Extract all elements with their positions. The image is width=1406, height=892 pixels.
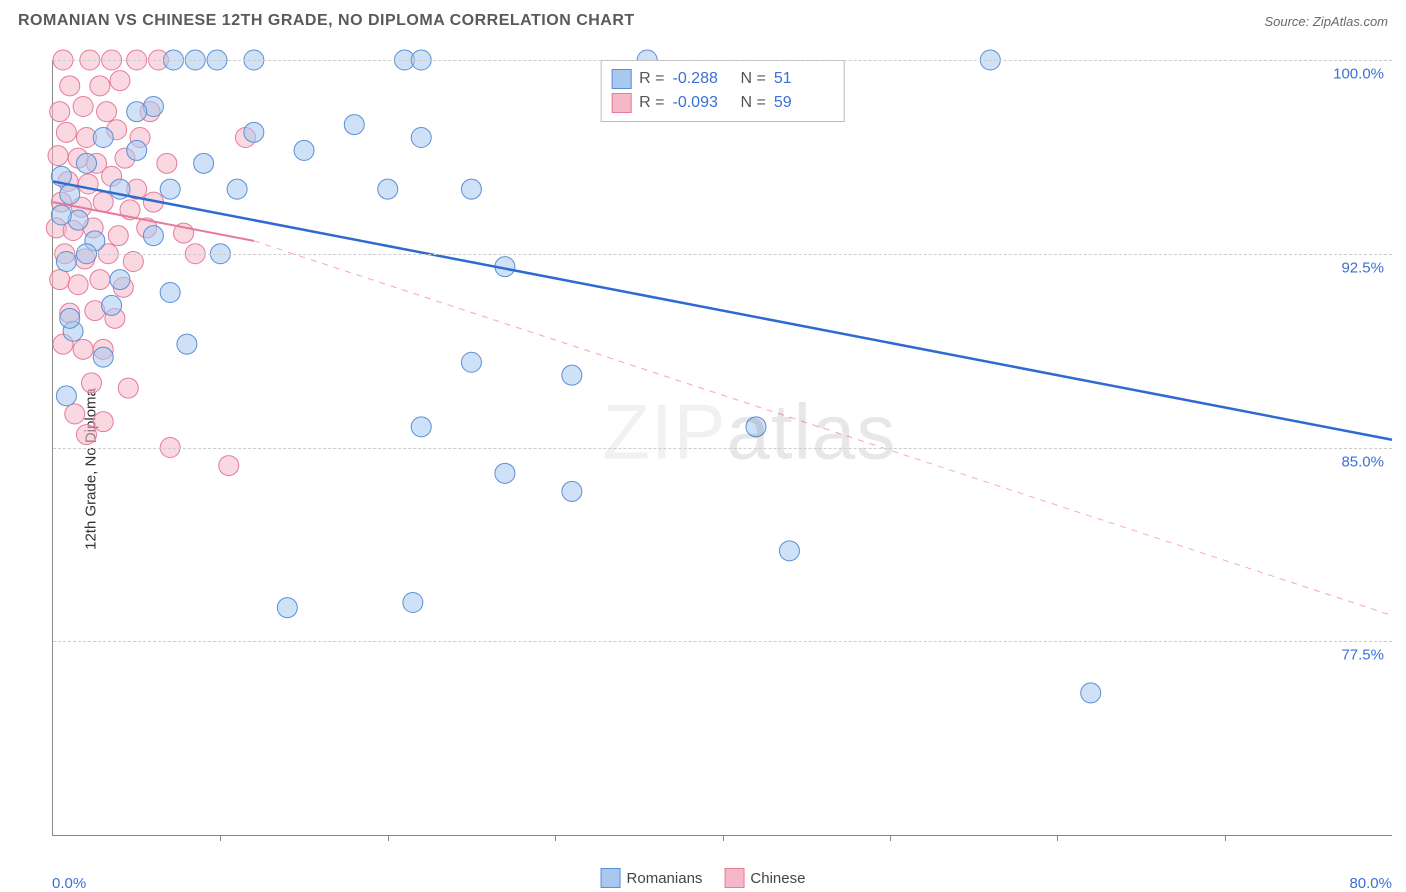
- scatter-point: [60, 184, 80, 204]
- n-value-chinese: 59: [774, 94, 834, 112]
- scatter-point: [160, 283, 180, 303]
- x-tick: [388, 835, 389, 841]
- chart-header: ROMANIAN VS CHINESE 12TH GRADE, NO DIPLO…: [0, 0, 1406, 46]
- scatter-point: [68, 275, 88, 295]
- chart-title: ROMANIAN VS CHINESE 12TH GRADE, NO DIPLO…: [18, 12, 635, 29]
- scatter-point: [160, 179, 180, 199]
- n-label: N =: [741, 70, 766, 88]
- scatter-point: [56, 386, 76, 406]
- gridline-h: [53, 254, 1392, 255]
- scatter-point: [461, 352, 481, 372]
- scatter-point: [411, 128, 431, 148]
- legend-label-romanians: Romanians: [627, 870, 703, 887]
- scatter-point: [73, 339, 93, 359]
- plot-region: ZIPatlas R = -0.288 N = 51 R = -0.093 N …: [52, 60, 1392, 836]
- scatter-point: [93, 128, 113, 148]
- legend-item-romanians: Romanians: [601, 868, 703, 888]
- scatter-point: [50, 102, 70, 122]
- scatter-point: [51, 205, 71, 225]
- y-tick-label: 100.0%: [1333, 66, 1384, 83]
- legend-swatch-chinese: [724, 868, 744, 888]
- x-tick: [220, 835, 221, 841]
- x-axis-min-label: 0.0%: [52, 875, 86, 892]
- scatter-point: [562, 481, 582, 501]
- scatter-point: [76, 153, 96, 173]
- legend-item-chinese: Chinese: [724, 868, 805, 888]
- r-label: R =: [639, 70, 664, 88]
- scatter-point: [244, 122, 264, 142]
- gridline-h: [53, 641, 1392, 642]
- swatch-chinese: [611, 93, 631, 113]
- scatter-point: [93, 412, 113, 432]
- x-axis-max-label: 80.0%: [1349, 875, 1392, 892]
- scatter-point: [108, 226, 128, 246]
- scatter-point: [127, 140, 147, 160]
- scatter-point: [73, 97, 93, 117]
- legend-label-chinese: Chinese: [750, 870, 805, 887]
- scatter-point: [48, 146, 68, 166]
- scatter-point: [60, 308, 80, 328]
- scatter-point: [157, 153, 177, 173]
- scatter-point: [60, 76, 80, 96]
- scatter-point: [81, 373, 101, 393]
- swatch-romanians: [611, 69, 631, 89]
- legend-row-chinese: R = -0.093 N = 59: [611, 91, 834, 115]
- y-tick-label: 92.5%: [1341, 259, 1384, 276]
- x-tick: [890, 835, 891, 841]
- y-tick-label: 85.0%: [1341, 453, 1384, 470]
- r-value-chinese: -0.093: [673, 94, 733, 112]
- correlation-legend: R = -0.288 N = 51 R = -0.093 N = 59: [600, 60, 845, 122]
- trendline-romanians: [53, 181, 1392, 439]
- scatter-point: [90, 270, 110, 290]
- scatter-point: [118, 378, 138, 398]
- gridline-h: [53, 60, 1392, 61]
- x-tick: [723, 835, 724, 841]
- n-label: N =: [741, 94, 766, 112]
- scatter-point: [93, 192, 113, 212]
- x-tick: [1057, 835, 1058, 841]
- scatter-point: [495, 463, 515, 483]
- chart-area: 12th Grade, No Diploma ZIPatlas R = -0.2…: [0, 46, 1406, 892]
- r-label: R =: [639, 94, 664, 112]
- gridline-h: [53, 448, 1392, 449]
- legend-swatch-romanians: [601, 868, 621, 888]
- scatter-point: [56, 122, 76, 142]
- y-tick-label: 77.5%: [1341, 647, 1384, 664]
- scatter-point: [110, 270, 130, 290]
- x-tick: [555, 835, 556, 841]
- scatter-point: [194, 153, 214, 173]
- scatter-point: [411, 417, 431, 437]
- scatter-point: [1081, 683, 1101, 703]
- scatter-point: [461, 179, 481, 199]
- scatter-point: [97, 102, 117, 122]
- series-legend: Romanians Chinese: [601, 868, 806, 888]
- scatter-point: [76, 425, 96, 445]
- scatter-point: [344, 115, 364, 135]
- legend-row-romanians: R = -0.288 N = 51: [611, 67, 834, 91]
- scatter-point: [93, 347, 113, 367]
- scatter-point: [746, 417, 766, 437]
- r-value-romanians: -0.288: [673, 70, 733, 88]
- scatter-point: [143, 226, 163, 246]
- scatter-point: [65, 404, 85, 424]
- scatter-point: [562, 365, 582, 385]
- n-value-romanians: 51: [774, 70, 834, 88]
- scatter-point: [110, 71, 130, 91]
- scatter-point: [219, 456, 239, 476]
- scatter-point: [779, 541, 799, 561]
- scatter-point: [227, 179, 247, 199]
- scatter-point: [78, 174, 98, 194]
- source-attribution: Source: ZipAtlas.com: [1264, 14, 1388, 29]
- scatter-point: [177, 334, 197, 354]
- scatter-point: [102, 295, 122, 315]
- scatter-point: [50, 270, 70, 290]
- scatter-point: [90, 76, 110, 96]
- x-tick: [1225, 835, 1226, 841]
- scatter-point: [277, 598, 297, 618]
- scatter-point: [378, 179, 398, 199]
- scatter-point: [127, 102, 147, 122]
- scatter-point: [403, 593, 423, 613]
- scatter-point: [294, 140, 314, 160]
